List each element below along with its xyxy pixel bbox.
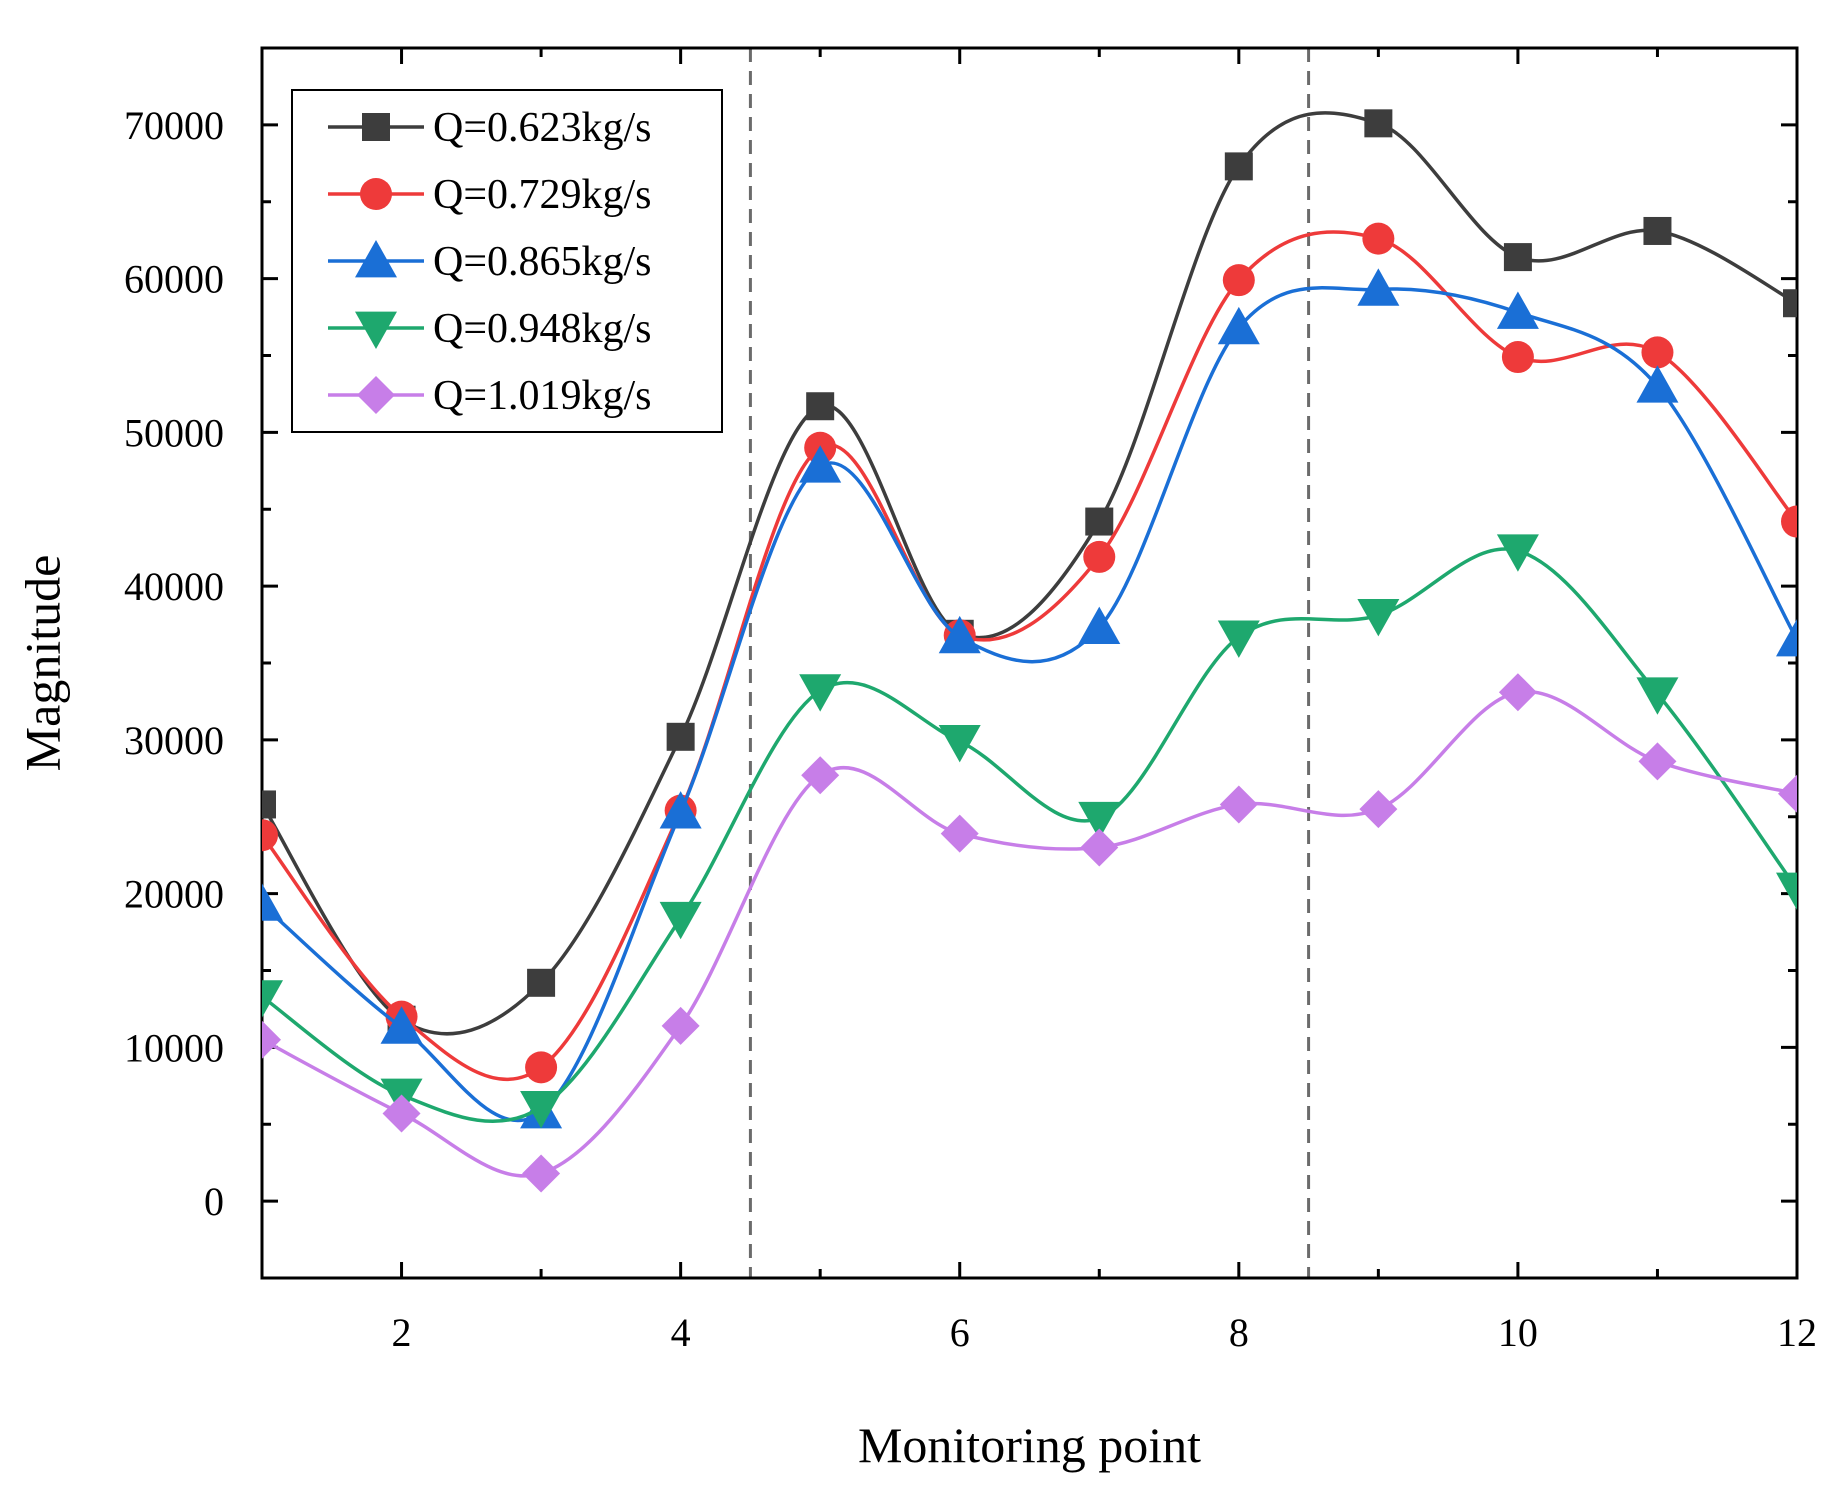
data-point <box>1224 152 1253 181</box>
data-point <box>1641 336 1674 369</box>
data-point <box>1217 306 1260 345</box>
x-tick-label: 4 <box>671 1310 691 1355</box>
data-point <box>1083 540 1116 573</box>
data-point <box>1636 677 1679 715</box>
y-axis-title: Magnitude <box>14 555 70 772</box>
data-point <box>1085 507 1114 536</box>
legend-marker <box>355 240 397 278</box>
data-point <box>1219 785 1258 824</box>
x-tick-label: 2 <box>392 1310 412 1355</box>
data-point <box>1638 742 1677 781</box>
legend-marker <box>362 113 390 141</box>
data-point <box>1776 618 1797 657</box>
data-point <box>382 1094 421 1133</box>
legend-label: Q=1.019kg/s <box>433 373 652 419</box>
series-5 <box>262 673 1797 1193</box>
legend-label: Q=0.865kg/s <box>433 239 652 285</box>
data-point <box>661 1006 700 1045</box>
data-point <box>1776 872 1797 911</box>
legend-label: Q=0.729kg/s <box>433 172 652 218</box>
data-point <box>799 674 842 712</box>
data-point <box>262 883 283 921</box>
data-point <box>262 819 278 852</box>
data-point <box>520 1090 563 1129</box>
data-point <box>1362 222 1395 255</box>
data-point <box>940 814 979 853</box>
x-tick-label: 8 <box>1229 1310 1249 1355</box>
series-line <box>262 689 1797 1178</box>
x-axis-title: Monitoring point <box>858 1417 1201 1473</box>
data-point <box>1781 505 1797 538</box>
data-point <box>1357 598 1400 637</box>
data-point <box>1078 606 1121 645</box>
series-4 <box>262 534 1797 1129</box>
data-point <box>1501 341 1534 374</box>
legend: Q=0.623kg/s Q=0.729kg/s Q=0.865kg/s Q=0.948… <box>291 89 723 433</box>
data-point <box>1643 216 1672 245</box>
series-line <box>262 547 1797 1123</box>
x-tick-label: 10 <box>1498 1310 1538 1355</box>
data-point <box>1359 790 1398 829</box>
y-tick-label: 20000 <box>124 872 224 917</box>
legend-marker <box>357 376 395 414</box>
legend-marker <box>360 178 392 210</box>
legend-marker <box>355 311 397 349</box>
axes-layer: 0 10000 20000 30000 40000 50000 60000 70000 2 4 6 8… <box>124 46 1817 1355</box>
series-layer <box>262 109 1797 1193</box>
y-tick-label: 60000 <box>124 257 224 302</box>
y-tick-label: 50000 <box>124 410 224 455</box>
data-point <box>1503 243 1532 272</box>
legend-label: Q=0.948kg/s <box>433 306 652 352</box>
y-tick-label: 70000 <box>124 103 224 148</box>
data-point <box>1496 534 1539 572</box>
data-point <box>522 1154 561 1193</box>
data-point <box>262 1020 281 1059</box>
data-point <box>659 791 702 829</box>
y-tick-label: 40000 <box>124 564 224 609</box>
data-point <box>1364 109 1393 138</box>
legend-label: Q=0.623kg/s <box>433 105 652 151</box>
data-point <box>1357 268 1400 306</box>
data-point <box>801 756 840 795</box>
data-point <box>1080 828 1119 867</box>
data-point <box>799 445 842 483</box>
data-point <box>1778 774 1797 813</box>
data-point <box>1217 620 1260 658</box>
y-tick-label: 10000 <box>124 1025 224 1070</box>
data-point <box>1783 289 1797 318</box>
y-tick-label: 30000 <box>124 718 224 763</box>
data-point <box>1496 291 1539 329</box>
data-point <box>806 392 835 421</box>
data-point <box>380 1006 423 1044</box>
data-point <box>527 968 556 997</box>
x-tick-label: 6 <box>950 1310 970 1355</box>
data-point <box>1636 365 1679 403</box>
data-point <box>666 722 695 751</box>
data-point <box>938 725 981 763</box>
data-point <box>938 615 981 654</box>
data-point <box>1498 673 1537 712</box>
data-point <box>659 901 702 940</box>
y-tick-label: 0 <box>204 1179 224 1224</box>
data-point <box>1222 264 1255 297</box>
data-point <box>262 790 276 819</box>
data-point <box>525 1051 558 1084</box>
data-point <box>1078 801 1121 840</box>
x-tick-label: 12 <box>1777 1310 1817 1355</box>
data-point <box>262 980 283 1018</box>
